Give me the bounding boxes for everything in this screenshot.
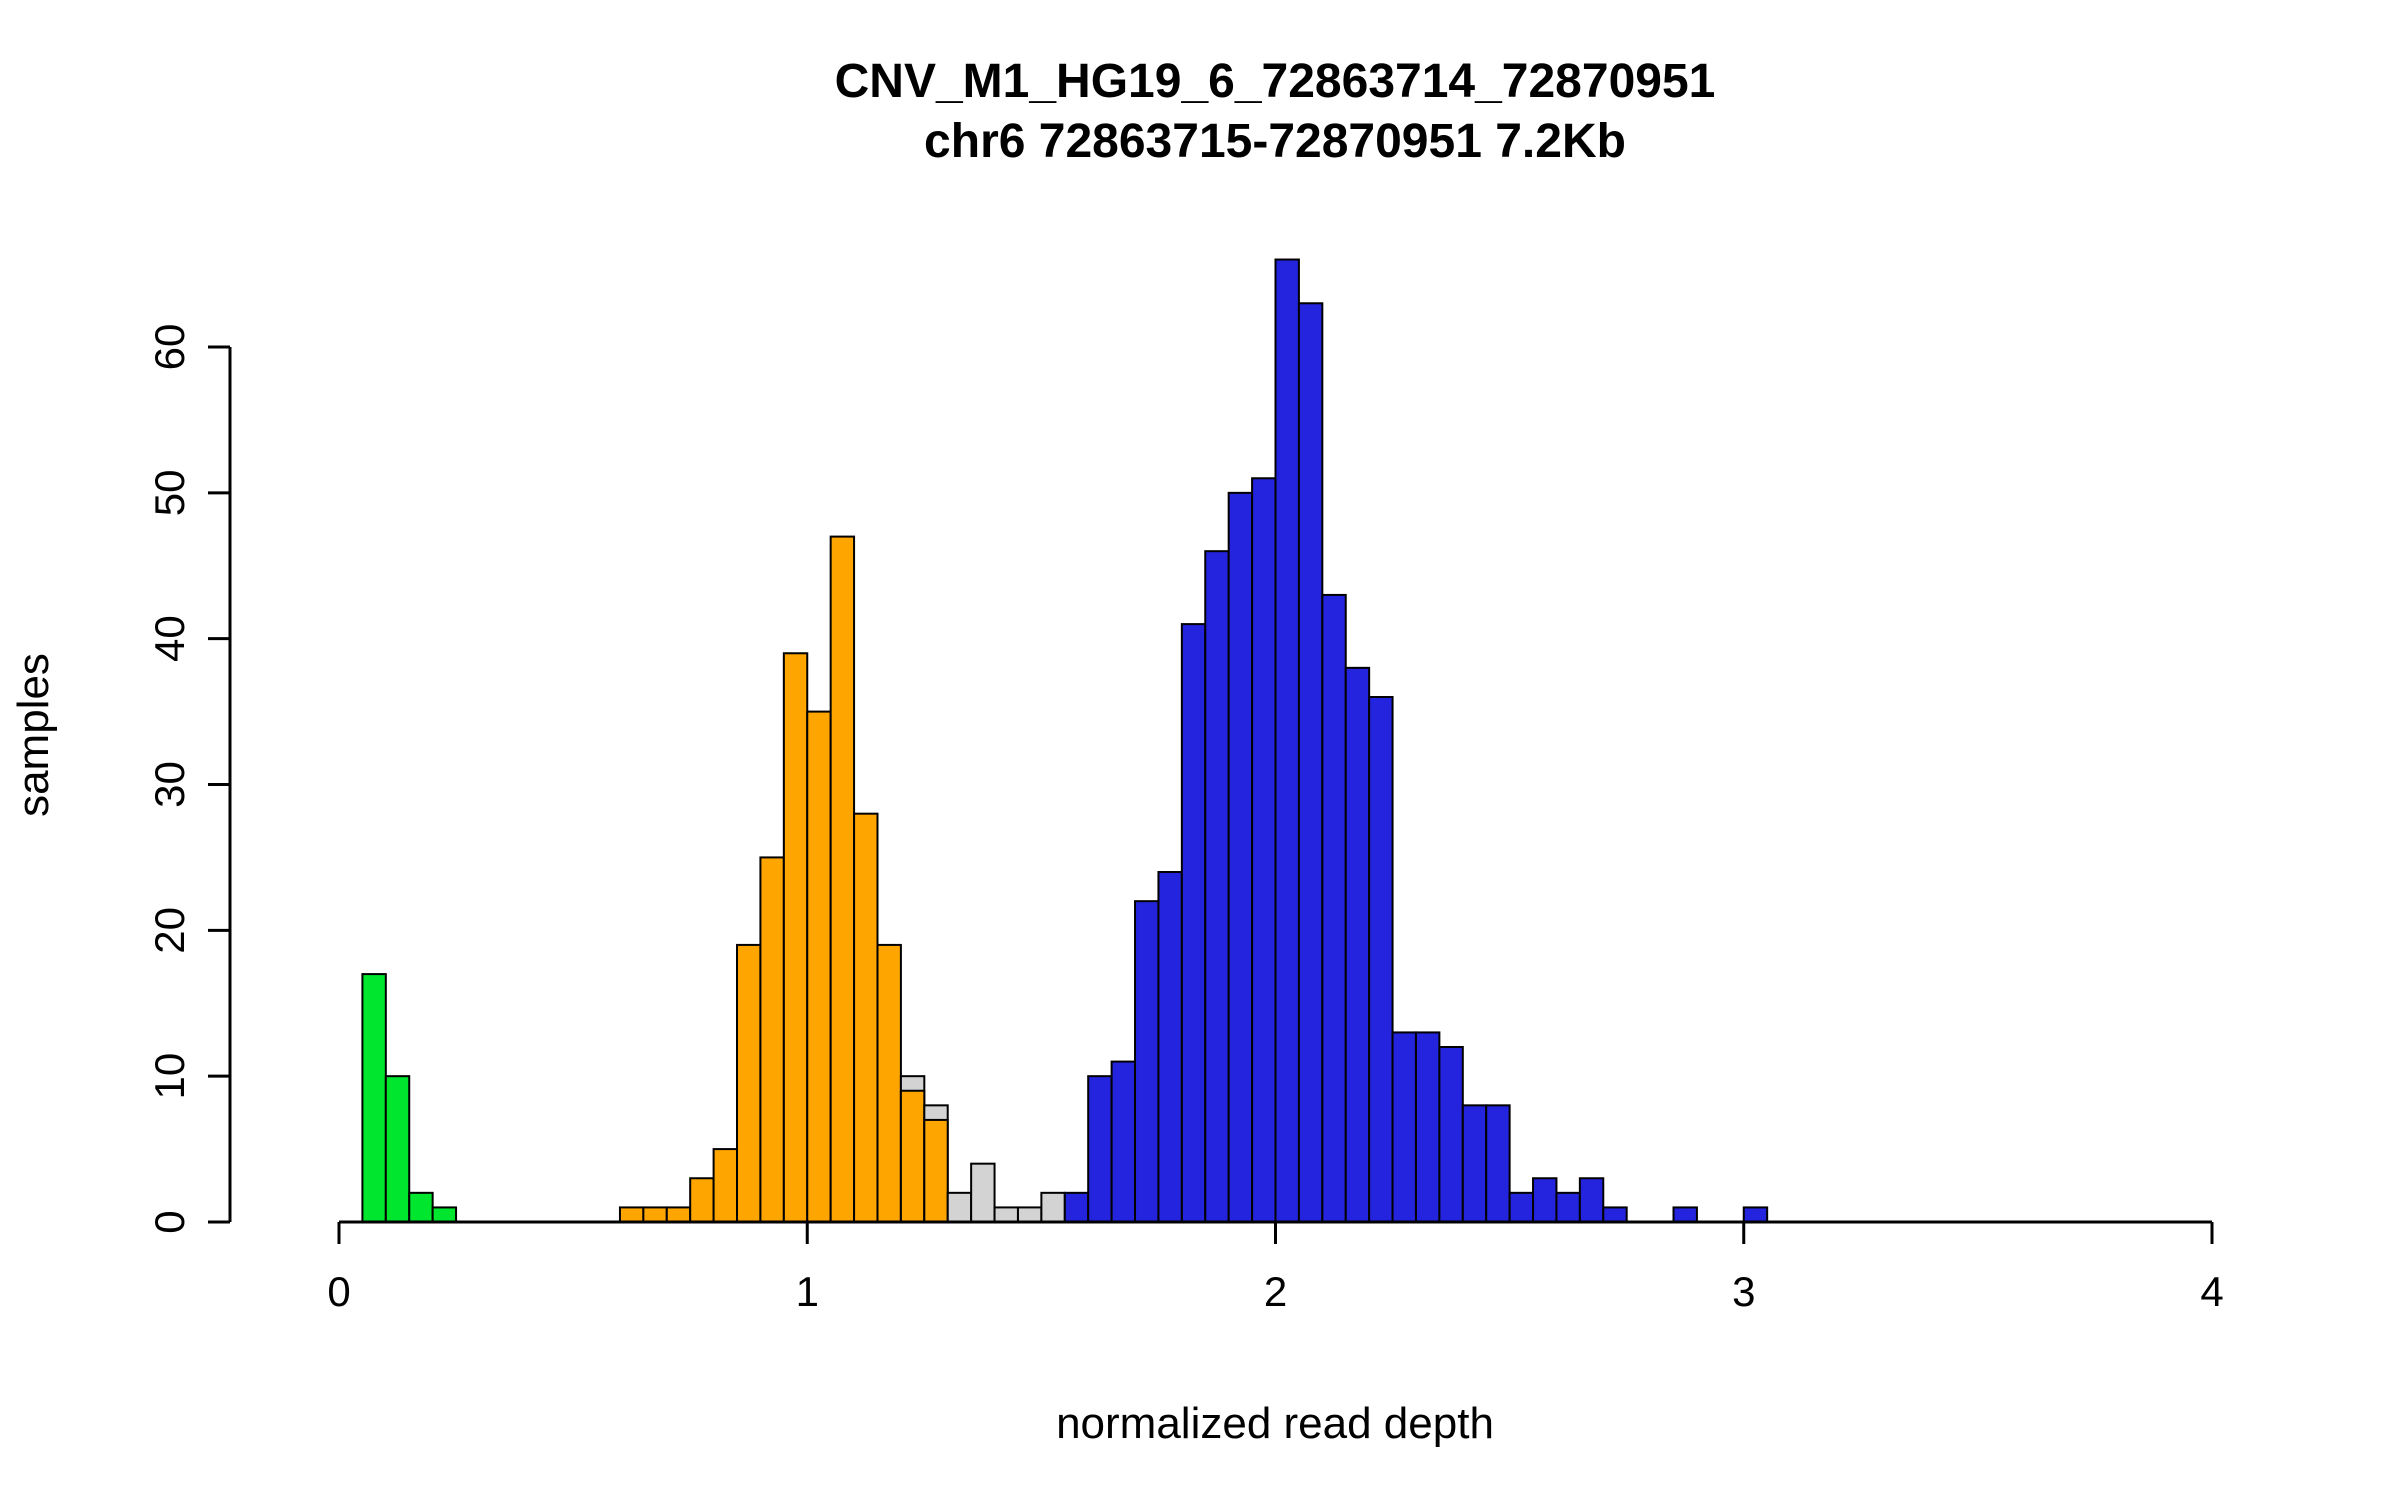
x-tick-label: 1 [796,1268,819,1315]
histogram-bar-orange [618,1206,645,1224]
y-tick-label: 40 [146,615,193,662]
x-tick-label: 2 [1264,1268,1287,1315]
histogram-bar-orange [899,1089,926,1223]
histogram-bar-green [361,973,387,1224]
histogram-bar-blue [1063,1191,1090,1223]
x-tick-label: 4 [2200,1268,2223,1315]
histogram-bar-gray [946,1191,973,1223]
histogram-bar-orange [736,943,762,1223]
histogram-bar-blue [1391,1031,1417,1224]
histogram-bar-blue [1368,696,1394,1223]
histogram-bar-blue [1508,1191,1535,1223]
histogram-bar-blue [1461,1104,1488,1223]
x-axis-label: normalized read depth [1056,1399,1494,1448]
histogram-bar-orange [665,1206,692,1224]
histogram-bar-blue [1414,1031,1441,1224]
histogram-bar-gray [1040,1191,1066,1223]
histogram-bar-orange [806,710,832,1223]
histogram-bar-orange [642,1206,668,1224]
histogram-bar-blue [1251,477,1277,1223]
histogram-bar-gray [993,1206,1019,1224]
histogram-bar-blue [1297,302,1324,1223]
histogram-bars [361,258,1769,1224]
histogram-bar-green [431,1206,458,1224]
y-tick-label: 20 [146,907,193,954]
y-tick-label: 60 [146,324,193,371]
histogram-bar-blue [1321,593,1347,1223]
histogram-bar-blue [1180,623,1207,1223]
y-axis-label: samples [9,653,58,817]
histogram-bar-blue [1134,900,1160,1223]
histogram-bar-blue [1532,1177,1558,1223]
x-tick-label: 0 [327,1268,350,1315]
histogram-bar-blue [1157,871,1183,1223]
y-tick-label: 10 [146,1053,193,1100]
histogram-bar-blue [1578,1177,1605,1223]
histogram-bar-blue [1485,1104,1511,1223]
histogram-bar-orange [689,1177,715,1223]
histogram-bar-blue [1438,1046,1464,1223]
histogram-bar-green [384,1075,411,1224]
histogram-bar-orange [782,652,809,1223]
histogram-bar-blue [1204,550,1230,1223]
histogram-bar-blue [1227,491,1254,1224]
histogram-bar-green [408,1191,434,1223]
histogram-bar-blue [1555,1191,1581,1223]
histogram-bar-orange [923,1118,949,1224]
histogram-bar-orange [759,856,785,1223]
histogram-bar-blue [1742,1206,1769,1224]
y-tick-label: 50 [146,469,193,516]
chart-subtitle: chr6 72863715-72870951 7.2Kb [924,115,1626,168]
y-tick-label: 30 [146,761,193,808]
chart-title: CNV_M1_HG19_6_72863714_72870951 [835,55,1716,108]
x-tick-label: 3 [1732,1268,1755,1315]
histogram-bar-blue [1087,1075,1113,1224]
histogram-bar-blue [1602,1206,1628,1224]
histogram-bar-blue [1110,1060,1137,1223]
histogram-bar-orange [829,535,856,1223]
histogram-bar-orange [712,1148,739,1223]
y-tick-label: 0 [146,1210,193,1233]
histogram-bar-blue [1672,1206,1698,1224]
histogram-bar-orange [853,812,879,1223]
histogram-bar-gray [970,1162,996,1224]
histogram-bar-blue [1344,666,1371,1223]
histogram-bar-orange [876,943,902,1223]
histogram-bar-blue [1274,258,1300,1223]
histogram-bar-gray [1016,1206,1043,1224]
